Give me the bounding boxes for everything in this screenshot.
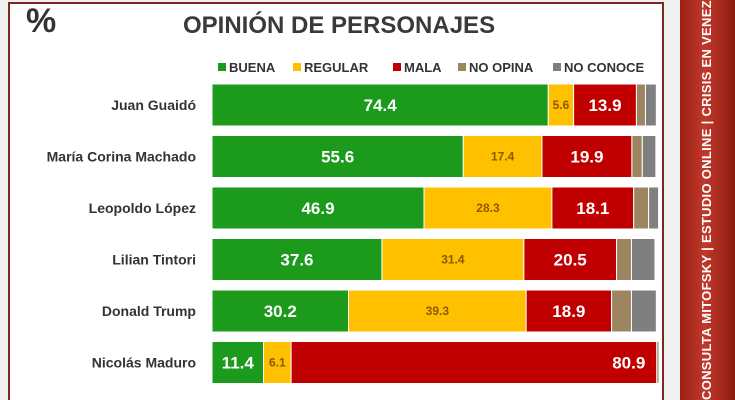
data-label: 31.4: [441, 253, 465, 267]
legend-swatch-regular: [293, 63, 301, 71]
data-label: 13.9: [588, 96, 621, 115]
percent-symbol: %: [26, 2, 57, 40]
data-label: 80.9: [612, 354, 645, 373]
data-label: 19.9: [570, 148, 603, 167]
bar-segment-mala: [541, 135, 633, 178]
legend-label-mala: MALA: [404, 60, 442, 75]
bar-segment-no-conoce: [648, 186, 660, 230]
bar-segment-buena: [211, 83, 549, 127]
data-label: 37.6: [280, 251, 313, 270]
data-label: 5.6: [553, 98, 570, 112]
bar-segment-mala: [551, 186, 635, 230]
category-label: María Corina Machado: [47, 149, 196, 165]
category-label: Lilian Tintori: [112, 252, 196, 268]
data-label: 6.1: [269, 356, 286, 370]
bar-segment-regular: [348, 289, 527, 333]
bar-segment-regular: [462, 135, 543, 178]
data-label: 11.4: [222, 354, 255, 373]
bar-segment-no-conoce: [630, 238, 656, 281]
bar-segment-mala: [525, 289, 613, 333]
bar-segment-no-opina: [633, 186, 650, 230]
legend-label-buena: BUENA: [229, 60, 276, 75]
data-label: 30.2: [264, 302, 297, 321]
category-label: Nicolás Maduro: [92, 355, 196, 371]
bar-segment-no-opina: [631, 135, 643, 178]
data-label: 74.4: [364, 96, 398, 115]
category-label: Leopoldo López: [89, 200, 196, 216]
data-label: 55.6: [321, 148, 354, 167]
bar-segment-no-conoce: [630, 289, 657, 333]
bar-segment-regular: [547, 83, 575, 127]
bar-segment-regular: [381, 238, 525, 281]
data-label: 18.9: [552, 302, 585, 321]
bar-segment-mala: [290, 341, 658, 384]
bar-segment-regular: [263, 341, 292, 384]
bar-segment-buena: [211, 238, 383, 281]
category-label: Donald Trump: [102, 303, 196, 319]
legend-swatch-mala: [393, 63, 401, 71]
data-label: 28.3: [476, 201, 500, 215]
data-label: 18.1: [576, 199, 609, 218]
bar-segment-no-conoce: [658, 341, 661, 384]
legend-swatch-no-conoce: [553, 63, 561, 71]
legend-swatch-no-opina: [458, 63, 466, 71]
bar-segment-no-opina: [616, 238, 632, 281]
category-label: Juan Guaidó: [111, 97, 196, 113]
legend-label-regular: REGULAR: [304, 60, 369, 75]
bar-segment-no-conoce: [641, 135, 657, 178]
side-banner: [680, 0, 735, 400]
chart-title: OPINIÓN DE PERSONAJES: [183, 12, 496, 39]
bar-segment-mala: [573, 83, 637, 127]
bar-segment-buena: [211, 289, 350, 333]
data-label: 20.5: [554, 251, 587, 270]
legend-swatch-buena: [218, 63, 226, 71]
data-label: 17.4: [491, 150, 515, 164]
bar-segment-no-conoce: [644, 83, 657, 127]
bar-segment-buena: [211, 341, 265, 384]
legend-label-no-conoce: NO CONOCE: [564, 60, 645, 75]
data-label: 39.3: [426, 304, 450, 318]
bar-segment-buena: [211, 186, 425, 230]
bar-segment-no-opina: [611, 289, 632, 333]
bar-segment-no-opina: [635, 83, 646, 127]
data-label: 46.9: [301, 199, 334, 218]
bar-segment-buena: [211, 135, 464, 178]
legend-label-no-opina: NO OPINA: [469, 60, 534, 75]
